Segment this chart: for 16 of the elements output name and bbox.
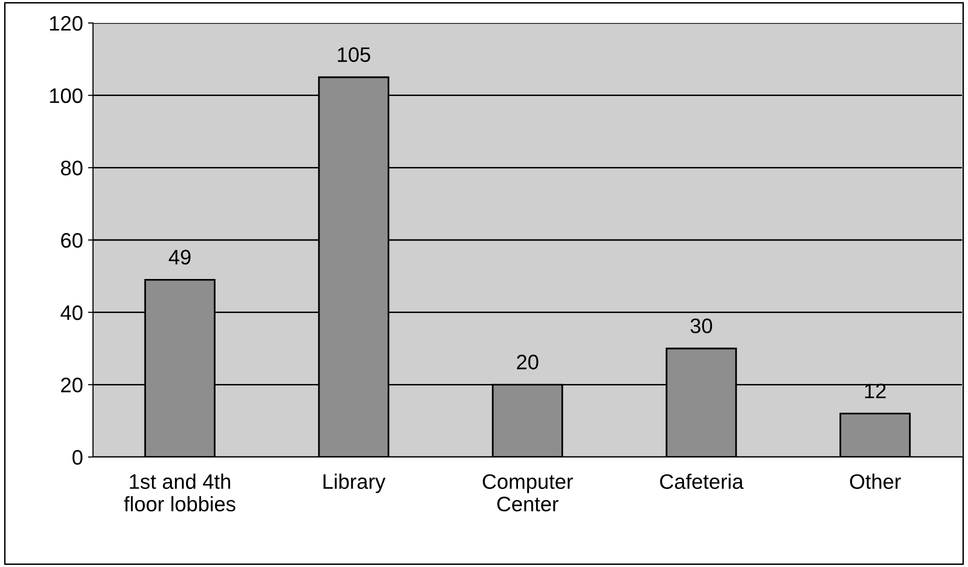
x-tick-label: Library: [324, 474, 386, 494]
x-tick-label: Computer Center: [482, 474, 573, 512]
data-label: 49: [168, 250, 190, 265]
data-label: 105: [338, 47, 370, 62]
x-tick-label: Other: [850, 474, 901, 489]
x-tick-label: 1st and 4th floor lobbies: [124, 474, 236, 512]
y-tick-label: 0: [72, 450, 82, 465]
x-tick-label: Cafeteria: [660, 474, 744, 489]
y-tick-label: 20: [61, 378, 82, 392]
data-label: 30: [690, 318, 712, 334]
y-tick-label: 40: [60, 305, 82, 320]
y-tick-label: 60: [61, 233, 82, 248]
y-tick-label: 80: [61, 160, 82, 176]
data-label: 20: [516, 354, 538, 370]
y-tick-label: 120: [50, 16, 82, 31]
y-tick-label: 100: [50, 88, 82, 104]
